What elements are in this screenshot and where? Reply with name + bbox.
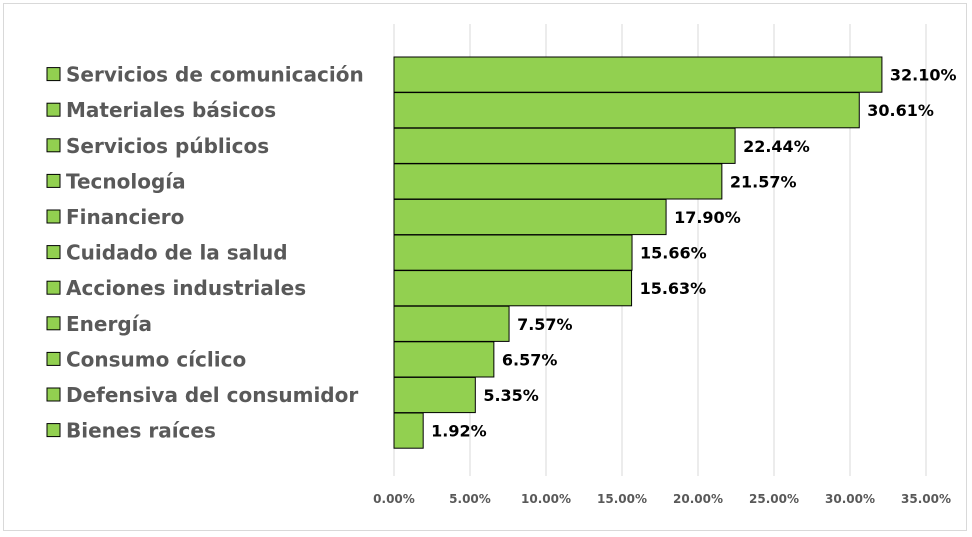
bar — [393, 127, 736, 164]
data-label: 30.61% — [867, 101, 934, 120]
data-label: 15.63% — [640, 279, 707, 298]
bar — [393, 341, 495, 378]
bar — [393, 305, 510, 342]
legend-swatch — [46, 67, 61, 82]
bar — [393, 376, 476, 414]
x-tick-label: 0.00% — [373, 492, 415, 506]
legend-swatch — [46, 387, 61, 402]
legend-swatch — [46, 138, 61, 153]
legend-swatch — [46, 316, 61, 331]
data-label: 1.92% — [431, 422, 487, 441]
data-label: 32.10% — [890, 66, 957, 85]
x-tick-label: 15.00% — [597, 492, 647, 506]
data-label: 6.57% — [502, 350, 558, 369]
bar — [393, 163, 723, 200]
x-tick-label: 30.00% — [825, 492, 875, 506]
bar — [393, 92, 860, 129]
data-label: 22.44% — [743, 137, 810, 156]
x-axis-ticks: 0.00% 5.00% 10.00% 15.00% 20.00% 25.00% 30.00%… — [373, 492, 951, 506]
data-label: 17.90% — [674, 208, 741, 227]
legend-label: Energía — [66, 312, 152, 336]
x-tick-label: 5.00% — [449, 492, 491, 506]
data-label: 21.57% — [730, 172, 797, 191]
data-label: 7.57% — [517, 315, 573, 334]
x-tick-label: 10.00% — [521, 492, 571, 506]
legend-label: Acciones industriales — [66, 276, 306, 300]
legend-swatch — [46, 280, 61, 295]
data-label: 5.35% — [483, 386, 539, 405]
bars — [393, 56, 883, 449]
bar — [393, 234, 633, 271]
legend-label: Consumo cíclico — [66, 347, 246, 371]
x-tick-label: 25.00% — [749, 492, 799, 506]
x-tick-label: 20.00% — [673, 492, 723, 506]
bar — [393, 412, 424, 449]
legend-label: Materiales básicos — [66, 98, 276, 122]
legend-swatch — [46, 173, 61, 188]
legend-label: Financiero — [66, 205, 184, 229]
legend-label: Defensiva del consumidor — [66, 383, 358, 407]
legend-swatch — [46, 351, 61, 366]
legend-label: Servicios públicos — [66, 134, 269, 158]
legend-swatch — [46, 102, 61, 117]
legend-swatch — [46, 245, 61, 260]
legend: Servicios de comunicación Materiales bási… — [46, 63, 364, 443]
legend-swatch — [46, 209, 61, 224]
data-label: 15.66% — [640, 244, 707, 263]
legend-label: Cuidado de la salud — [66, 241, 288, 265]
bar — [393, 198, 667, 236]
bar — [393, 270, 633, 307]
legend-label: Tecnología — [66, 169, 186, 193]
legend-swatch — [46, 423, 61, 438]
x-tick-label: 35.00% — [901, 492, 951, 506]
legend-label: Bienes raíces — [66, 419, 216, 443]
legend-label: Servicios de comunicación — [66, 63, 364, 87]
data-labels: 32.10% 30.61% 22.44% 21.57% 17.90% 15.66% 15.6… — [431, 66, 956, 441]
bar — [393, 56, 883, 93]
